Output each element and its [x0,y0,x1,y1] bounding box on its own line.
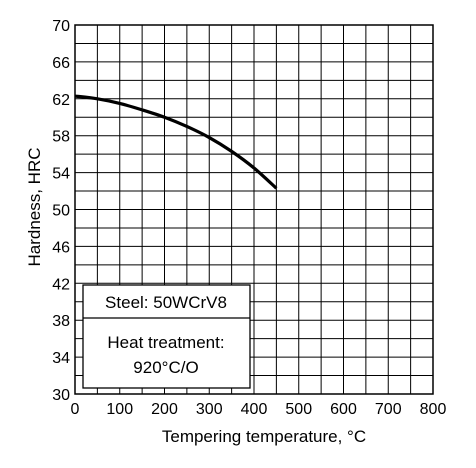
grid [75,25,433,394]
annotation-heat-value: 920°C/O [133,358,198,377]
annotation-box: Steel: 50WCrV8 Heat treatment: 920°C/O [82,284,251,389]
x-tick-label: 300 [196,401,223,418]
plot-frame [74,24,434,395]
annotation-heat-treatment: Heat treatment: [107,333,224,352]
x-axis-title: Tempering temperature, °C [162,427,366,446]
x-tick-label: 700 [375,401,402,418]
y-tick-label: 70 [52,18,70,35]
x-tick-label: 800 [420,401,447,418]
x-tick-label: 100 [106,401,133,418]
y-axis-title: Hardness, HRC [25,147,44,266]
x-tick-label: 500 [285,401,312,418]
x-tick-label: 0 [71,401,80,418]
x-tick-label: 200 [151,401,178,418]
y-tick-label: 54 [52,166,70,183]
x-tick-label: 600 [330,401,357,418]
annotation-box-frame [82,284,251,389]
y-tick-label: 66 [52,55,70,72]
y-tick-label: 34 [52,350,70,367]
y-tick-label: 62 [52,92,70,109]
tick-labels: 0 100 200 300 400 500 600 700 800 30 34 38 42 46 50 54 5… [52,18,446,418]
y-tick-label: 58 [52,129,70,146]
y-tick-label: 46 [52,239,70,256]
y-tick-label: 50 [52,203,70,220]
y-tick-label: 30 [52,387,70,404]
y-tick-label: 38 [52,313,70,330]
y-tick-label: 42 [52,276,70,293]
hardness-curve [74,94,278,190]
x-tick-label: 400 [241,401,268,418]
annotation-steel: Steel: 50WCrV8 [105,293,227,312]
